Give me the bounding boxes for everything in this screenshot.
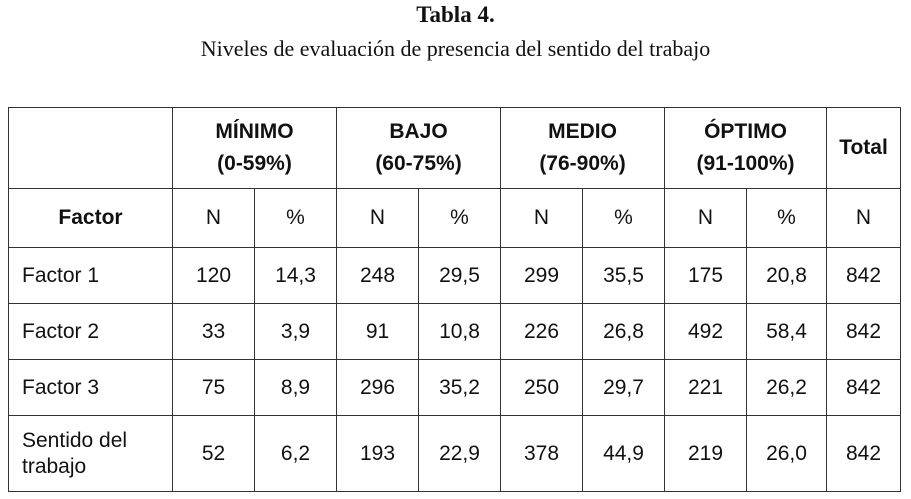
table-cell: 26,2 [746, 359, 827, 416]
table-cell: 842 [826, 415, 901, 492]
table-cell: 193 [336, 415, 419, 492]
table-cell: 378 [500, 415, 583, 492]
table-cell: 14,3 [254, 247, 337, 304]
n-header: N [336, 188, 419, 248]
table-cell: 219 [664, 415, 747, 492]
group-header: BAJO (60-75%) [336, 107, 501, 189]
factor-header: Factor [8, 188, 173, 248]
table-cell: 6,2 [254, 415, 337, 492]
table-cell: 20,8 [746, 247, 827, 304]
table-cell: 26,0 [746, 415, 827, 492]
pct-header: % [254, 188, 337, 248]
table-cell: 226 [500, 303, 583, 360]
group-header: ÓPTIMO (91-100%) [664, 107, 827, 189]
table-cell: 22,9 [418, 415, 501, 492]
table-cell: 842 [826, 247, 901, 304]
table-row: Sentido del trabajo 52 6,2 193 22,9 378 44,9 21… [8, 415, 901, 492]
group-header: MEDIO (76-90%) [500, 107, 665, 189]
row-label: Factor 3 [8, 359, 173, 416]
table-cell: 35,2 [418, 359, 501, 416]
table-cell: 33 [172, 303, 255, 360]
table-cell: 26,8 [582, 303, 665, 360]
table-cell: 52 [172, 415, 255, 492]
table-cell: 175 [664, 247, 747, 304]
n-header: N [826, 188, 901, 248]
row-label: Factor 2 [8, 303, 173, 360]
table-cell: 248 [336, 247, 419, 304]
pct-header: % [746, 188, 827, 248]
n-header: N [500, 188, 583, 248]
row-label: Factor 1 [8, 247, 173, 304]
table-cell: 492 [664, 303, 747, 360]
group-header: MÍNIMO (0-59%) [172, 107, 337, 189]
pct-header: % [582, 188, 665, 248]
table-title: Tabla 4. [416, 2, 495, 27]
table-row: Factor 2 33 3,9 91 10,8 226 26,8 492 58,4 842 [8, 303, 901, 360]
table-cell: 35,5 [582, 247, 665, 304]
table-cell: 221 [664, 359, 747, 416]
table-cell: 8,9 [254, 359, 337, 416]
table-cell: 250 [500, 359, 583, 416]
table-cell: 91 [336, 303, 419, 360]
table-row: Factor 3 75 8,9 296 35,2 250 29,7 221 26,2 842 [8, 359, 901, 416]
table-cell: 842 [826, 359, 901, 416]
table-cell: 10,8 [418, 303, 501, 360]
table-cell: 842 [826, 303, 901, 360]
table-cell: 44,9 [582, 415, 665, 492]
pct-header: % [418, 188, 501, 248]
table-cell: 58,4 [746, 303, 827, 360]
total-header: Total [826, 107, 901, 189]
table-row: Factor 1 120 14,3 248 29,5 299 35,5 175 20,8 842 [8, 247, 901, 304]
group-header-row: MÍNIMO (0-59%) BAJO (60-75%) MEDIO (76-90%)… [8, 107, 901, 189]
evaluation-levels-table: MÍNIMO (0-59%) BAJO (60-75%) MEDIO (76-90%)… [8, 107, 901, 492]
table-subtitle: Niveles de evaluación de presencia del s… [200, 36, 711, 61]
table-cell: 75 [172, 359, 255, 416]
table-cell: 3,9 [254, 303, 337, 360]
table-cell: 299 [500, 247, 583, 304]
table-cell: 120 [172, 247, 255, 304]
table-cell: 29,7 [582, 359, 665, 416]
empty-corner [8, 107, 173, 189]
n-header: N [172, 188, 255, 248]
row-label: Sentido del trabajo [8, 415, 173, 492]
table-cell: 296 [336, 359, 419, 416]
table-cell: 29,5 [418, 247, 501, 304]
subheader-row: Factor N % N % N % N % N [8, 188, 901, 248]
n-header: N [664, 188, 747, 248]
